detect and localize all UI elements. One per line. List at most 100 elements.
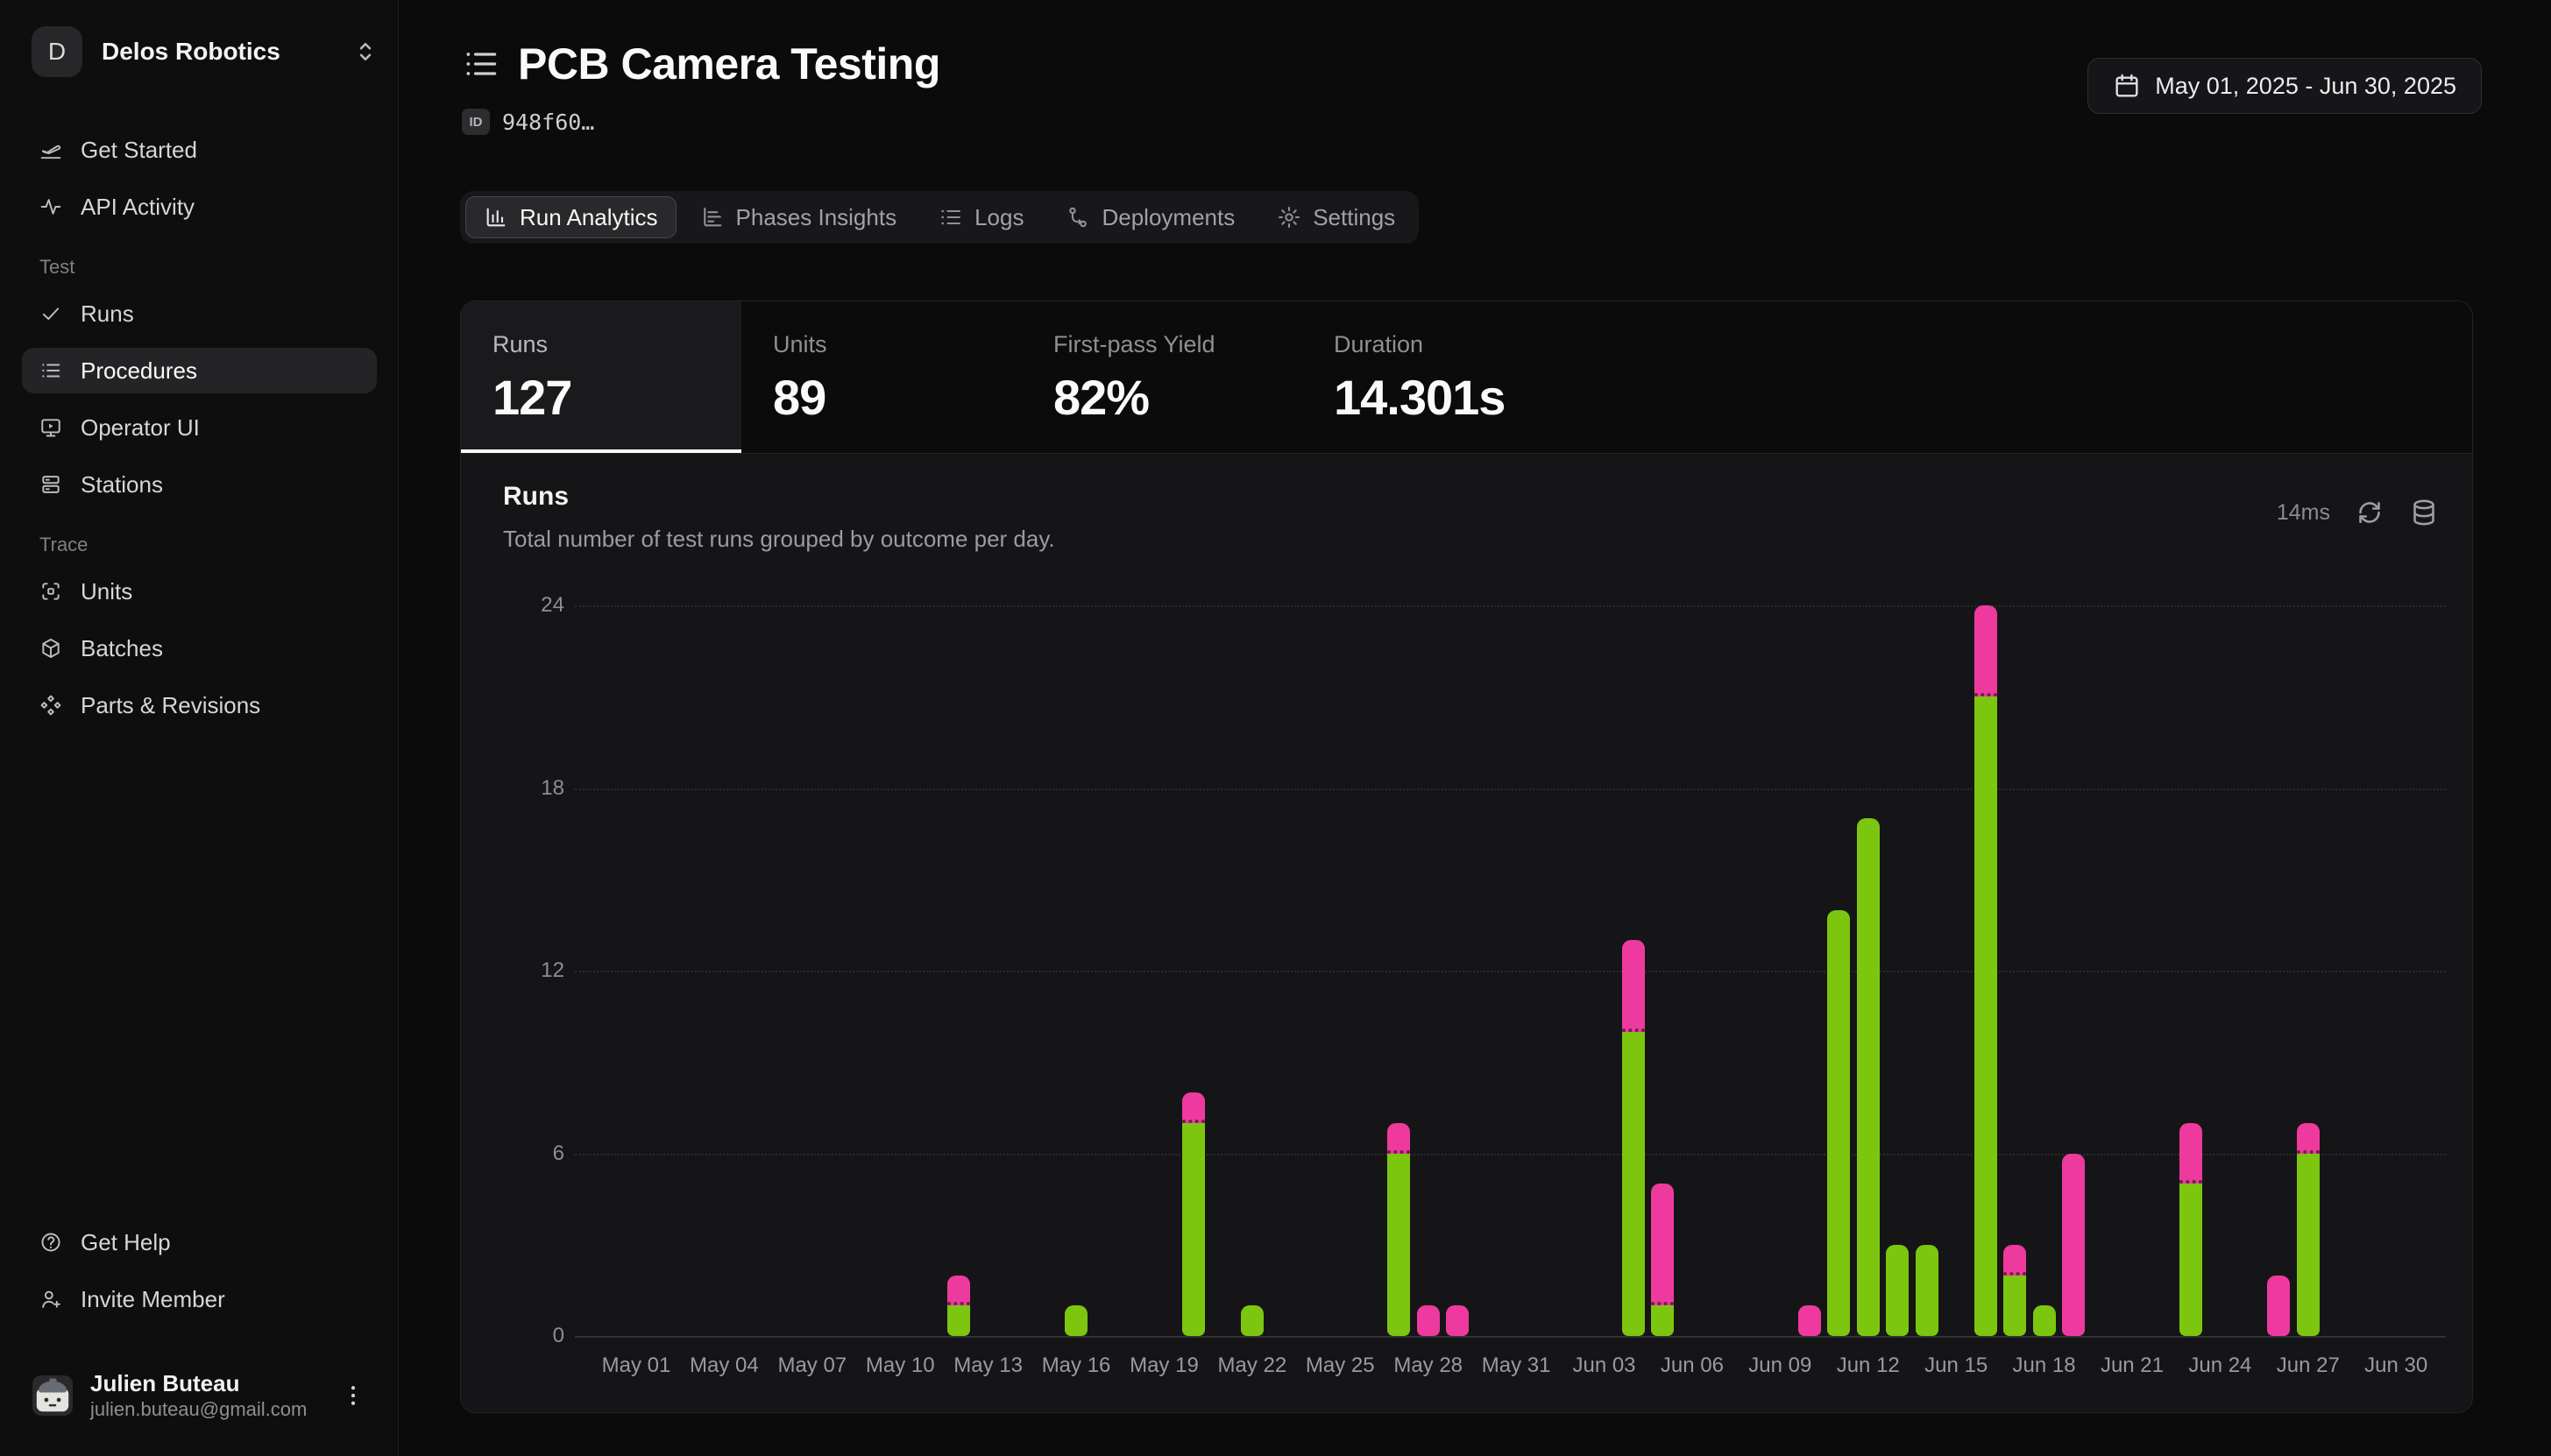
stat-value: 127	[492, 370, 572, 425]
bar-jun-23[interactable]	[2179, 1122, 2202, 1336]
rows-icon	[939, 205, 963, 230]
gridline-0	[575, 1336, 2446, 1338]
stat-duration[interactable]: Duration 14.301s	[1302, 301, 1583, 453]
chart-subtitle: Total number of test runs grouped by out…	[503, 526, 1055, 552]
sidebar-item-batches[interactable]: Batches	[22, 626, 377, 671]
sidebar-nav: Get Started API Activity Test Runs Procedure…	[22, 127, 377, 739]
stat-units[interactable]: Units 89	[741, 301, 1022, 453]
bar-may-27[interactable]	[1387, 1122, 1411, 1336]
sidebar-item-api-activity[interactable]: API Activity	[22, 184, 377, 230]
activity-icon	[39, 195, 62, 218]
bar-jun-16[interactable]	[1973, 605, 1997, 1336]
bar-may-22[interactable]	[1240, 1305, 1264, 1336]
tab-deployments[interactable]: Deployments	[1047, 196, 1253, 238]
sidebar-item-runs[interactable]: Runs	[22, 291, 377, 336]
tab-phases-insights[interactable]: Phases Insights	[682, 196, 916, 238]
stat-runs[interactable]: Runs 127	[461, 301, 741, 453]
bar-segment-pass	[1915, 1244, 1938, 1336]
bar-jun-17[interactable]	[2003, 1244, 2027, 1336]
bar-jun-18[interactable]	[2032, 1305, 2056, 1336]
calendar-icon	[2113, 72, 2141, 100]
bar-segment-fail	[2179, 1122, 2202, 1184]
tab-settings[interactable]: Settings	[1258, 196, 1414, 238]
bar-jun-13[interactable]	[1886, 1244, 1910, 1336]
refresh-button[interactable]	[2355, 498, 2384, 527]
tab-label: Logs	[974, 203, 1024, 230]
sidebar-item-label: Runs	[81, 300, 134, 327]
bar-may-29[interactable]	[1446, 1305, 1470, 1336]
bar-jun-19[interactable]	[2062, 1153, 2086, 1336]
database-icon	[2409, 498, 2439, 527]
bar-segment-fail	[2267, 1275, 2291, 1336]
procedure-id: ID 948f60…	[462, 109, 594, 135]
gear-icon	[1277, 205, 1301, 230]
bar-may-12[interactable]	[947, 1275, 971, 1336]
bar-segment-fail	[2062, 1153, 2086, 1336]
gridline-6	[575, 1153, 2446, 1156]
user-menu[interactable]: Julien Buteau julien.buteau@gmail.com	[22, 1369, 377, 1423]
sidebar-item-label: API Activity	[81, 193, 195, 220]
tab-run-analytics[interactable]: Run Analytics	[465, 196, 677, 238]
bar-segment-pass	[1387, 1153, 1411, 1336]
gridline-18	[575, 788, 2446, 790]
bar-segment-fail	[1416, 1305, 1440, 1336]
bar-segment-fail	[2003, 1244, 2027, 1276]
sidebar-item-units[interactable]: Units	[22, 569, 377, 614]
bar-may-16[interactable]	[1065, 1305, 1088, 1336]
bar-jun-11[interactable]	[1827, 909, 1851, 1336]
bar-jun-04[interactable]	[1621, 940, 1645, 1336]
bar-may-28[interactable]	[1416, 1305, 1440, 1336]
bar-jun-12[interactable]	[1856, 818, 1880, 1336]
x-axis-tick: May 07	[777, 1354, 847, 1377]
stats-row: Runs 127 Units 89 First-pass Yield 82% Duratio…	[461, 301, 2472, 454]
tab-logs[interactable]: Logs	[920, 196, 1042, 238]
bar-jun-05[interactable]	[1651, 1184, 1675, 1336]
x-axis-tick: Jun 09	[1748, 1354, 1812, 1377]
user-email: julien.buteau@gmail.com	[90, 1398, 308, 1421]
date-range-button[interactable]: May 01, 2025 - Jun 30, 2025	[2087, 58, 2482, 114]
sidebar-item-procedures[interactable]: Procedures	[22, 348, 377, 393]
stat-label: Runs	[492, 331, 549, 357]
x-axis-tick: May 19	[1130, 1354, 1199, 1377]
stat-label: First-pass Yield	[1053, 331, 1215, 357]
bar-jun-14[interactable]	[1915, 1244, 1938, 1336]
bar-may-20[interactable]	[1181, 1092, 1205, 1336]
stat-first-pass-yield[interactable]: First-pass Yield 82%	[1022, 301, 1302, 453]
sidebar-item-label: Operator UI	[81, 413, 200, 441]
gridline-12	[575, 971, 2446, 972]
user-avatar	[32, 1375, 73, 1417]
bar-segment-pass	[2179, 1184, 2202, 1336]
sidebar-item-get-help[interactable]: Get Help	[22, 1219, 377, 1265]
sidebar-item-stations[interactable]: Stations	[22, 462, 377, 507]
bar-segment-pass	[1827, 909, 1851, 1336]
data-source-button[interactable]	[2409, 498, 2439, 527]
sidebar-item-label: Batches	[81, 634, 163, 661]
sidebar-section-label-test: Test	[39, 256, 75, 278]
user-meta: Julien Buteau julien.buteau@gmail.com	[90, 1369, 322, 1423]
bar-jun-26[interactable]	[2267, 1275, 2291, 1336]
bar-jun-27[interactable]	[2296, 1122, 2320, 1336]
sidebar-item-invite-member[interactable]: Invite Member	[22, 1276, 377, 1322]
org-switcher[interactable]: D Delos Robotics	[32, 26, 380, 77]
page-header: PCB Camera Testing	[462, 39, 940, 89]
sidebar-item-parts-revisions[interactable]: Parts & Revisions	[22, 682, 377, 728]
x-axis-tick: Jun 21	[2100, 1354, 2164, 1377]
bar-segment-pass	[1240, 1305, 1264, 1336]
x-axis-tick: Jun 30	[2364, 1354, 2428, 1377]
x-axis-tick: Jun 24	[2188, 1354, 2252, 1377]
bar-segment-pass	[1651, 1305, 1675, 1336]
help-circle-icon	[39, 1231, 62, 1254]
x-axis-tick: Jun 27	[2276, 1354, 2340, 1377]
chart-column-icon	[484, 205, 508, 230]
bar-jun-10[interactable]	[1797, 1305, 1821, 1336]
x-axis-tick: May 28	[1393, 1354, 1463, 1377]
bar-segment-pass	[1181, 1122, 1205, 1336]
org-avatar: D	[32, 26, 82, 77]
sidebar-item-get-started[interactable]: Get Started	[22, 127, 377, 173]
bar-segment-fail	[1181, 1092, 1205, 1123]
id-value[interactable]: 948f60…	[502, 109, 595, 135]
date-range-label: May 01, 2025 - Jun 30, 2025	[2155, 72, 2456, 99]
sidebar-item-operator-ui[interactable]: Operator UI	[22, 405, 377, 450]
kebab-menu-icon[interactable]	[340, 1382, 366, 1409]
